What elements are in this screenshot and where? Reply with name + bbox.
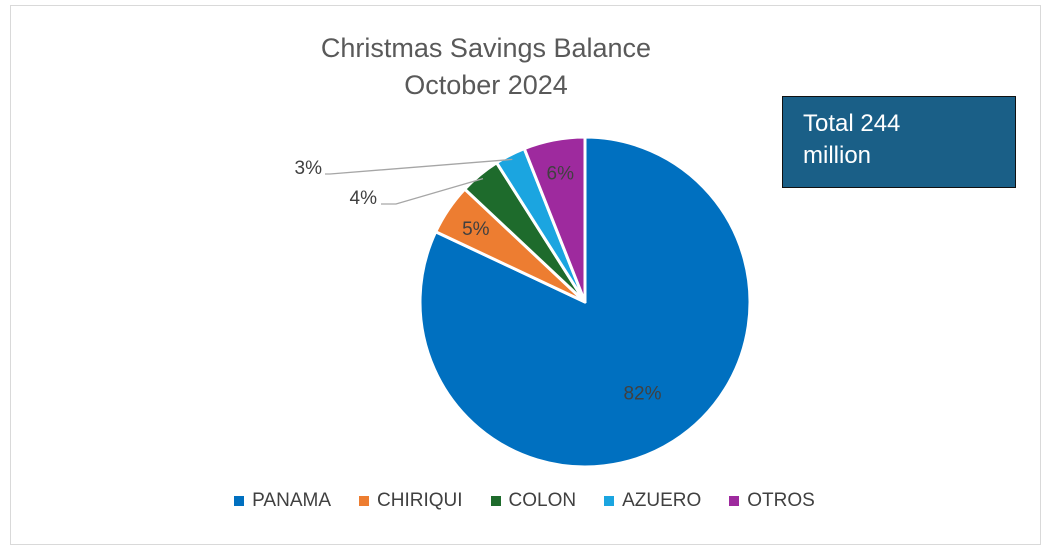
legend-label-otros: OTROS [747, 490, 815, 511]
legend-swatch-azuero [604, 496, 615, 506]
legend-item-colon: COLON [490, 490, 577, 512]
data-label-panama: 82% [623, 384, 661, 405]
data-label-colon: 4% [350, 188, 378, 209]
data-label-chiriqui: 5% [462, 219, 490, 240]
pie-slice-otros [522, 135, 587, 304]
chart-title: Christmas Savings Balance October 2024 [0, 30, 972, 104]
legend-item-panama: PANAMA [234, 490, 331, 512]
legend-label-colon: COLON [508, 490, 577, 511]
data-label-otros: 6% [547, 163, 575, 184]
legend-label-panama: PANAMA [252, 490, 331, 511]
legend-item-chiriqui: CHIRIQUI [359, 490, 463, 512]
legend-swatch-colon [490, 496, 501, 506]
legend-swatch-panama [234, 496, 245, 506]
legend: PANAMA CHIRIQUI COLON AZUERO OTROS [0, 490, 1049, 512]
legend-item-otros: OTROS [729, 490, 815, 512]
legend-item-azuero: AZUERO [604, 490, 701, 512]
legend-label-azuero: AZUERO [622, 490, 702, 511]
legend-swatch-otros [729, 496, 740, 506]
legend-label-chiriqui: CHIRIQUI [377, 490, 463, 511]
leader-line-colon [381, 178, 484, 205]
total-annotation-box: Total 244 million [782, 96, 1016, 188]
total-annotation-line-2: million [803, 142, 872, 169]
chart-title-line-1: Christmas Savings Balance [320, 33, 652, 63]
data-label-azuero: 3% [295, 158, 323, 179]
total-annotation-line-1: Total 244 [803, 110, 901, 137]
leader-line-azuero [325, 158, 513, 175]
chart-title-line-2: October 2024 [404, 70, 568, 100]
legend-swatch-chiriqui [359, 496, 369, 506]
